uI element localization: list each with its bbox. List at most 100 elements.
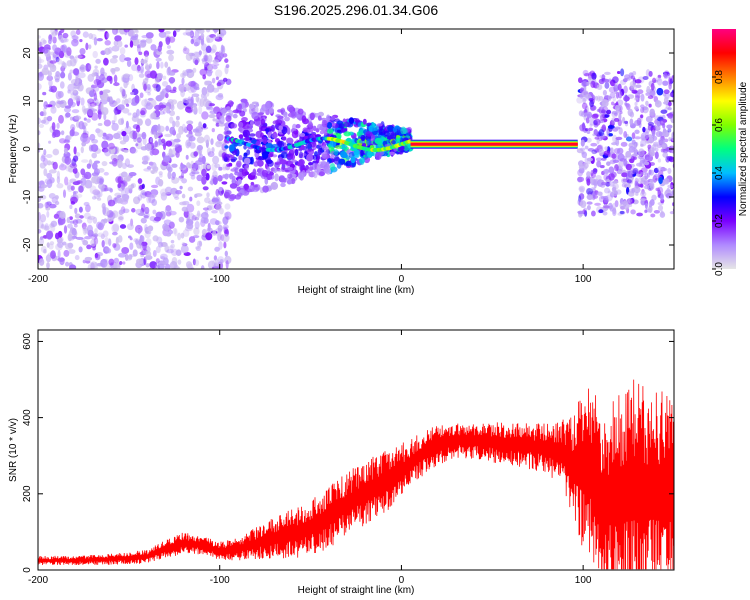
spectrogram-cell-1170 bbox=[109, 57, 118, 64]
spectrogram-cell-2961 bbox=[606, 109, 612, 115]
spectrogram-cell-2643 bbox=[616, 70, 621, 75]
spectrogram-cell-557 bbox=[211, 266, 220, 269]
spectrogram-cell-1260 bbox=[38, 228, 42, 234]
spectrogram-cell-681 bbox=[67, 72, 72, 81]
spectrogram-cell-1724 bbox=[280, 182, 286, 188]
colorbar-tick-label-0: 0.0 bbox=[714, 262, 725, 276]
spectrogram-cell-1913 bbox=[224, 131, 229, 135]
spectrogram-cell-2133 bbox=[237, 103, 243, 110]
spectrogram-cell-2968 bbox=[604, 114, 610, 118]
spectrogram-cell-2243 bbox=[249, 133, 256, 137]
spectrogram-cell-2994 bbox=[586, 157, 594, 162]
spectrogram-cell-667 bbox=[95, 58, 101, 64]
spectrogram-cell-564 bbox=[151, 198, 158, 207]
spectrogram-cell-297 bbox=[58, 163, 67, 171]
spectrogram-cell-2216 bbox=[350, 156, 356, 164]
spectrogram-cell-2129 bbox=[274, 173, 279, 182]
spectrogram-cell-1277 bbox=[141, 131, 147, 140]
spectrogram-cell-3007 bbox=[663, 96, 669, 105]
spectrogram-cell-2781 bbox=[612, 159, 620, 163]
spectrogram-cell-1224 bbox=[42, 47, 49, 54]
spectrogram-cell-818 bbox=[99, 90, 104, 96]
spectrogram-cell-684 bbox=[94, 65, 98, 69]
spectrogram-cell-419 bbox=[149, 261, 158, 269]
spectrogram-cell-2583 bbox=[630, 209, 636, 215]
spectrogram-cell-1108 bbox=[144, 206, 150, 215]
spectrogram-cell-3024 bbox=[626, 179, 632, 184]
spectrogram-cell-1007 bbox=[210, 138, 214, 146]
spectrogram-cell-1316 bbox=[63, 147, 68, 155]
spectrogram-cell-1069 bbox=[121, 130, 127, 137]
spectrogram-cell-2993 bbox=[648, 136, 654, 144]
spectrogram-cell-1996 bbox=[231, 175, 236, 181]
spectrogram-cell-448 bbox=[196, 210, 201, 217]
spectrogram-cell-523 bbox=[84, 256, 93, 261]
spectrogram-cell-841 bbox=[52, 53, 57, 61]
spectrogram-cell-1273 bbox=[86, 224, 93, 234]
spectrogram-cell-3059 bbox=[581, 151, 588, 159]
spectrogram-cell-1168 bbox=[223, 226, 228, 230]
spectrogram-cell-2860 bbox=[588, 127, 594, 131]
spectrogram-cell-2816 bbox=[585, 187, 592, 195]
spectrogram-cell-2790 bbox=[593, 113, 599, 118]
spectrogram-cell-454 bbox=[41, 223, 45, 229]
spectrogram-cell-1254 bbox=[217, 228, 222, 238]
spectrogram-cell-1716 bbox=[243, 136, 250, 141]
spectrogram-cell-1349 bbox=[111, 45, 120, 52]
spectrogram-cell-575 bbox=[211, 44, 217, 53]
spectrogram-cell-2674 bbox=[614, 126, 621, 130]
spectrogram-cell-572 bbox=[112, 55, 119, 59]
spectrogram-cell-1134 bbox=[42, 91, 47, 96]
spectrogram-cell-409 bbox=[155, 84, 161, 92]
spectrogram-cell-9 bbox=[79, 47, 86, 55]
spectrogram-cell-2162 bbox=[276, 168, 283, 173]
spectrogram-cell-948 bbox=[137, 178, 143, 185]
spectrogram-cell-242 bbox=[200, 265, 205, 269]
spectrogram-cell-2824 bbox=[586, 188, 593, 196]
spectrogram-cell-2021 bbox=[229, 193, 237, 200]
spectrogram-cell-2202 bbox=[387, 125, 395, 132]
spectrogram-cell-2794 bbox=[634, 129, 640, 134]
spectrogram-cell-1331 bbox=[165, 140, 173, 147]
spectrogram-cell-220 bbox=[166, 49, 175, 55]
spectrogram-cell-1200 bbox=[101, 202, 106, 210]
spectrogram-cell-1578 bbox=[238, 134, 244, 139]
spectrogram-cell-879 bbox=[202, 74, 207, 80]
spectrogram-cell-2115 bbox=[268, 107, 275, 114]
spectrogram-cell-1237 bbox=[88, 64, 92, 70]
spectrogram-cell-3023 bbox=[640, 171, 647, 176]
spectrogram-cell-962 bbox=[94, 84, 100, 92]
spectrogram-cell-1378 bbox=[87, 107, 95, 117]
spectrogram-cell-2495 bbox=[676, 128, 679, 132]
spectrogram-cell-1247 bbox=[89, 90, 95, 98]
spectrogram-cell-1340 bbox=[214, 258, 220, 267]
spectrogram-cell-2148 bbox=[383, 130, 390, 137]
spectrogram-cell-2804 bbox=[586, 178, 591, 186]
spectrogram-cell-356 bbox=[181, 178, 188, 184]
spectrogram-cell-1377 bbox=[197, 29, 205, 34]
spectrogram-cell-1592 bbox=[363, 156, 371, 164]
spectrogram-cell-2045 bbox=[337, 129, 341, 133]
spectrogram-cell-241 bbox=[81, 159, 89, 163]
spectrogram-cell-776 bbox=[209, 110, 218, 115]
spectrogram-cell-714 bbox=[52, 148, 60, 156]
spectrogram-cell-982 bbox=[149, 266, 158, 269]
spectrogram-cell-1251 bbox=[74, 77, 79, 86]
spectrogram-cell-2904 bbox=[630, 83, 637, 92]
spectrogram-cell-446 bbox=[182, 242, 188, 247]
spectrogram-cell-2039 bbox=[289, 148, 296, 154]
spectrogram-cell-296 bbox=[134, 57, 139, 65]
spectrogram-cell-716 bbox=[203, 134, 210, 144]
spectrogram-cell-1303 bbox=[215, 203, 222, 211]
spectrogram-cell-223 bbox=[133, 196, 141, 205]
spectrogram-cell-498 bbox=[199, 98, 205, 108]
spectrogram-cell-1154 bbox=[80, 134, 88, 143]
spectrogram-cell-3010 bbox=[607, 190, 612, 194]
spectrogram-cell-3082 bbox=[580, 139, 585, 147]
spectrogram-cell-626 bbox=[136, 64, 141, 72]
colorbar-tick-label-4: 0.8 bbox=[714, 70, 725, 84]
spectrogram-cell-1747 bbox=[284, 116, 290, 122]
spectrogram-cell-2655 bbox=[667, 184, 674, 189]
spectrogram-cell-680 bbox=[127, 97, 132, 104]
spectrogram-cell-2473 bbox=[648, 89, 656, 97]
